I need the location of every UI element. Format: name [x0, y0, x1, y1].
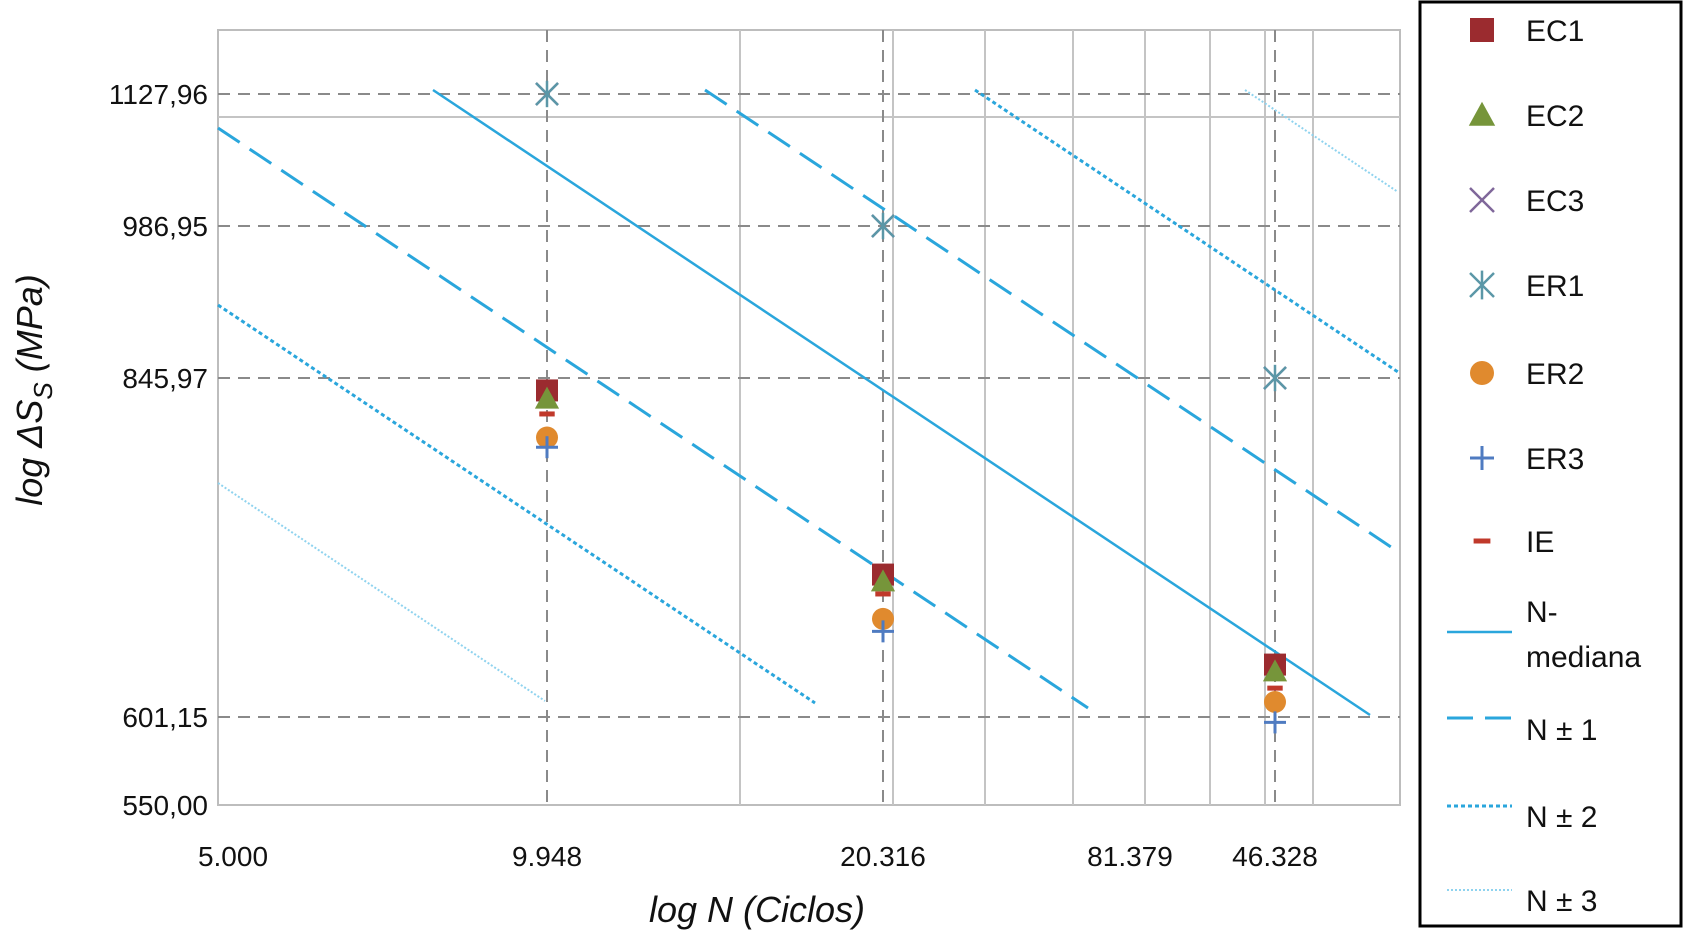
data-point-ie [875, 591, 891, 597]
marker-triangle [1468, 101, 1496, 126]
marker-dash [1267, 685, 1283, 691]
x-tick-label: 9.948 [512, 841, 582, 872]
plot-area [217, 29, 1401, 806]
legend-label-ec2: EC2 [1526, 100, 1584, 133]
legend-label-ec3: EC3 [1526, 185, 1584, 218]
legend-label-er1: ER1 [1526, 270, 1584, 303]
legend-marker-ec2 [1468, 101, 1496, 126]
y-axis-title-suffix: ) [9, 274, 50, 290]
data-point-er3 [1264, 711, 1286, 734]
data-point-er3 [872, 620, 894, 643]
legend-label-n-mediana: N-mediana [1526, 596, 1641, 674]
legend-label-n-3: N ± 3 [1526, 885, 1597, 918]
curve-n-3 [217, 482, 546, 702]
legend-marker-ec1 [1470, 18, 1494, 42]
legend-label-n-2: N ± 2 [1526, 801, 1597, 834]
y-tick-label: 1127,96 [109, 79, 208, 110]
marker-circle [1470, 361, 1494, 385]
x-tick-label: 20.316 [840, 841, 926, 872]
x-tick-label: 5.000 [198, 841, 268, 872]
legend-label-line: mediana [1526, 641, 1641, 674]
data-point-er3 [536, 436, 558, 459]
y-tick-label: 986,95 [122, 211, 208, 242]
data-point-er1 [871, 212, 895, 240]
y-axis-title-mid: ( [9, 356, 50, 382]
curve-n-3 [1244, 89, 1399, 193]
data-point-er2 [1264, 690, 1286, 713]
curve-n-1 [704, 88, 1395, 551]
reference-lines [218, 30, 1400, 805]
y-axis-title-prefix: log ΔS [9, 400, 50, 506]
marker-dash [539, 411, 555, 417]
marker-circle [1264, 690, 1286, 713]
curve-n-mediana [432, 88, 1371, 717]
data-point-ie [1267, 685, 1283, 691]
x-axis-title-main: Ciclos [755, 889, 853, 930]
data-point-er2 [872, 607, 894, 630]
legend-label-ec1: EC1 [1526, 15, 1584, 48]
data-point-ie [539, 411, 555, 417]
y-axis-title-sub: S [28, 382, 58, 400]
legend-label-er3: ER3 [1526, 443, 1584, 476]
legend-label-line: N- [1526, 596, 1558, 629]
x-tick-label: 81.379 [1087, 841, 1173, 872]
y-tick-label: 601,15 [122, 702, 208, 733]
data-point-ec2 [1262, 659, 1288, 682]
marker-triangle [1262, 659, 1288, 682]
y-tick-label: 550,00 [122, 790, 208, 821]
curve-n-2 [974, 88, 1399, 374]
legend-marker-er3 [1470, 446, 1494, 470]
data-points [534, 80, 1288, 734]
marker-dash [1473, 538, 1491, 544]
legend-label-n-1: N ± 1 [1526, 714, 1597, 747]
x-axis-title-suffix: ) [849, 889, 865, 930]
x-axis-title: log N (Ciclos) [649, 889, 865, 930]
marker-x-stroke [1469, 187, 1495, 213]
legend-marker-er2 [1470, 361, 1494, 385]
gridlines [218, 30, 1400, 805]
data-point-er1 [535, 80, 559, 108]
legend-marker-ec3 [1469, 187, 1495, 213]
curves [217, 88, 1399, 717]
legend-marker-er1 [1469, 270, 1495, 300]
marker-dash [875, 591, 891, 597]
y-tick-label: 845,97 [122, 363, 208, 394]
y-axis-title: log ΔSS (MPa) [9, 274, 58, 506]
data-point-ec2 [870, 569, 896, 592]
data-point-er1 [1263, 364, 1287, 392]
x-axis-title-prefix: log N ( [649, 889, 759, 930]
marker-circle [872, 607, 894, 630]
curve-n-2 [217, 303, 816, 705]
plot-frame [217, 29, 1401, 806]
marker-triangle [534, 386, 560, 409]
x-tick-label: 46.328 [1232, 841, 1318, 872]
y-axis: 1127,96 986,95 845,97 601,15 550,00 [109, 79, 208, 821]
data-point-ec2 [534, 386, 560, 409]
y-axis-title-main: MPa [9, 286, 50, 360]
marker-triangle [870, 569, 896, 592]
legend-frame [1418, 0, 1683, 928]
marker-square [1470, 18, 1494, 42]
x-axis: 5.000 9.948 20.316 81.379 46.328 [198, 841, 1318, 872]
legend-label-er2: ER2 [1526, 358, 1584, 391]
legend: EC1 EC2 EC3 ER1 ER2 ER3 IE N-mediana N ± 1 N ± 2 N… [1418, 0, 1683, 928]
curve-n-1 [217, 126, 1089, 710]
legend-label-ie: IE [1526, 526, 1554, 559]
legend-marker-ie [1473, 538, 1491, 544]
